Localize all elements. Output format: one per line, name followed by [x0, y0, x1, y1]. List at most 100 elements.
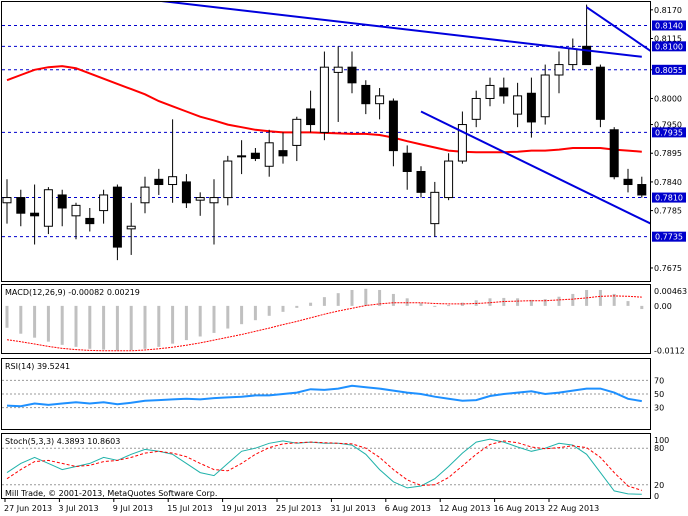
copyright-text: Mill Trade, © 2001-2013, MetaQuotes Soft…: [5, 489, 217, 498]
candle: [264, 129, 274, 177]
candle: [85, 207, 95, 232]
candle-body: [471, 97, 481, 120]
macd-bar: [46, 305, 50, 342]
macd-bar: [364, 288, 368, 306]
level-price-tag: [652, 41, 686, 52]
candle: [333, 46, 343, 122]
candle: [181, 174, 191, 208]
candle: [237, 140, 247, 175]
macd-tick-label: 0.00: [654, 302, 672, 311]
candle-body: [237, 155, 247, 158]
candle-body: [16, 197, 26, 214]
candle-body: [568, 48, 578, 66]
candle-body: [388, 100, 398, 152]
macd-bar: [226, 305, 230, 329]
macd-bar: [405, 298, 409, 306]
macd-bar: [33, 305, 37, 338]
candle-body: [319, 66, 329, 133]
candle-body: [526, 92, 536, 123]
candle: [126, 202, 136, 255]
macd-bar: [378, 289, 382, 306]
stoch-panel[interactable]: [1, 433, 651, 499]
date-label: 27 Jun 2013: [4, 504, 52, 513]
candle-body: [112, 186, 122, 248]
level-price-label: 0.7935: [655, 128, 683, 137]
candle: [595, 64, 605, 128]
candle: [140, 176, 150, 214]
date-label: 16 Aug 2013: [494, 504, 545, 513]
candle-body: [99, 194, 109, 212]
candle: [471, 90, 481, 128]
macd-bar: [598, 289, 602, 306]
stoch-tick-label: 80: [654, 444, 664, 453]
date-label: 15 Jul 2013: [167, 504, 212, 513]
macd-bar: [571, 293, 575, 306]
candle: [71, 202, 81, 240]
macd-bar: [612, 293, 616, 306]
price-tick-label: 0.7675: [654, 264, 682, 273]
candle-body: [375, 95, 385, 105]
date-label: 19 Jul 2013: [222, 504, 267, 513]
macd-bar: [543, 299, 547, 306]
price-tick-label: 0.7895: [654, 149, 682, 158]
stoch-series: [2, 438, 650, 495]
candle-body: [154, 178, 164, 186]
candle-body: [181, 181, 191, 204]
date-label: 3 Jul 2013: [58, 504, 98, 513]
macd-bar: [171, 305, 175, 344]
rsi-tick-label: 50: [654, 390, 664, 399]
stoch-main-line: [6, 438, 642, 495]
candle-body: [30, 212, 40, 217]
stoch-signal-line: [6, 440, 642, 491]
trend-line: [161, 2, 642, 58]
candle-body: [250, 152, 260, 159]
macd-bar: [129, 305, 133, 351]
candle: [375, 88, 385, 120]
candle-body: [457, 124, 467, 162]
candle-body: [264, 142, 274, 167]
price-panel[interactable]: [1, 1, 651, 282]
macd-tick-label: 0.00463: [654, 287, 687, 296]
level-price-tag: [652, 20, 686, 31]
macd-bar: [336, 293, 340, 306]
macd-bar: [19, 305, 23, 334]
candle-body: [43, 189, 53, 227]
macd-bar: [143, 305, 147, 349]
candle: [57, 189, 67, 227]
candle: [16, 189, 26, 227]
rsi-series: [2, 379, 650, 409]
price-tick-label: 0.7785: [654, 207, 682, 216]
level-price-label: 0.7810: [655, 194, 683, 203]
rsi-tick-label: 70: [654, 376, 664, 385]
candle: [223, 155, 233, 206]
candle: [43, 187, 53, 235]
level-price-tag: [652, 127, 686, 138]
macd-bar: [5, 305, 9, 328]
macd-panel[interactable]: [1, 284, 651, 354]
candle: [278, 132, 288, 164]
macd-bar: [198, 305, 202, 337]
level-price-tag: [652, 231, 686, 242]
candle-body: [278, 150, 288, 157]
candle-body: [609, 129, 619, 178]
macd-bar: [184, 305, 188, 341]
candle-body: [430, 191, 440, 225]
candle-body: [2, 197, 12, 204]
macd-bar: [529, 299, 533, 306]
macd-signal-line: [6, 295, 642, 352]
candle-body: [402, 152, 412, 172]
stoch-tick-label: 100: [654, 436, 669, 445]
macd-bar: [433, 305, 437, 307]
price-tick-label: 0.8115: [654, 35, 682, 44]
candle-body: [595, 66, 605, 120]
candle: [526, 77, 536, 138]
date-label: 12 Aug 2013: [439, 504, 490, 513]
macd-bar: [419, 303, 423, 306]
candle-body: [554, 64, 564, 76]
macd-bar: [267, 305, 271, 316]
candle: [361, 80, 371, 115]
candle: [154, 168, 164, 195]
candle: [99, 189, 109, 224]
candle-body: [513, 95, 523, 115]
